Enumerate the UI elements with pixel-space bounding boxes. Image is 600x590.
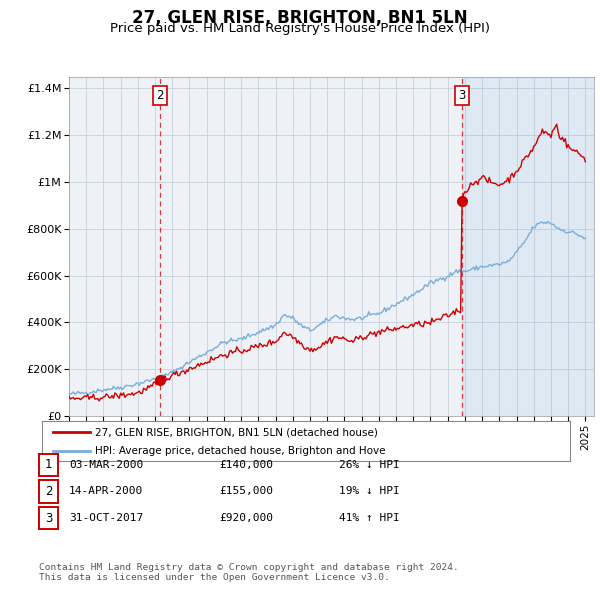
Bar xyxy=(462,77,594,416)
Text: 14-APR-2000: 14-APR-2000 xyxy=(69,487,143,496)
Text: 27, GLEN RISE, BRIGHTON, BN1 5LN (detached house): 27, GLEN RISE, BRIGHTON, BN1 5LN (detach… xyxy=(95,427,377,437)
Text: 41% ↑ HPI: 41% ↑ HPI xyxy=(339,513,400,523)
Text: 1: 1 xyxy=(45,458,52,471)
Text: 19% ↓ HPI: 19% ↓ HPI xyxy=(339,487,400,496)
Text: 27, GLEN RISE, BRIGHTON, BN1 5LN: 27, GLEN RISE, BRIGHTON, BN1 5LN xyxy=(132,9,468,27)
Text: £140,000: £140,000 xyxy=(219,460,273,470)
Text: Contains HM Land Registry data © Crown copyright and database right 2024.
This d: Contains HM Land Registry data © Crown c… xyxy=(39,563,459,582)
Text: 26% ↓ HPI: 26% ↓ HPI xyxy=(339,460,400,470)
Text: 3: 3 xyxy=(45,512,52,525)
Text: £155,000: £155,000 xyxy=(219,487,273,496)
Text: 31-OCT-2017: 31-OCT-2017 xyxy=(69,513,143,523)
Text: 03-MAR-2000: 03-MAR-2000 xyxy=(69,460,143,470)
Text: 2: 2 xyxy=(156,89,164,102)
Text: 2: 2 xyxy=(45,485,52,498)
Text: Price paid vs. HM Land Registry's House Price Index (HPI): Price paid vs. HM Land Registry's House … xyxy=(110,22,490,35)
Text: 3: 3 xyxy=(458,89,466,102)
Text: HPI: Average price, detached house, Brighton and Hove: HPI: Average price, detached house, Brig… xyxy=(95,445,385,455)
Text: £920,000: £920,000 xyxy=(219,513,273,523)
